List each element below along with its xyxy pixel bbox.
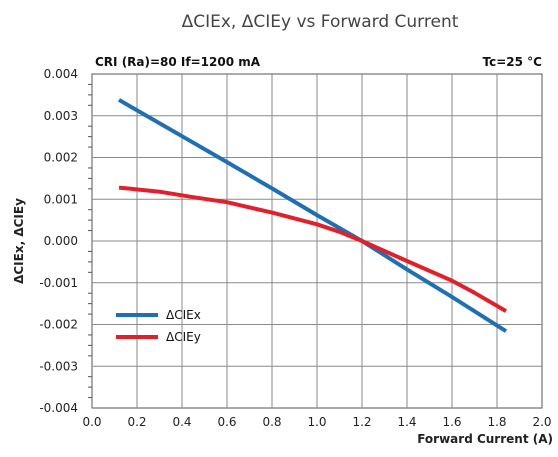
legend-label: ΔCIEx	[166, 308, 201, 322]
y-axis-label: ΔCIEx, ΔCIEy	[12, 198, 26, 284]
legend: ΔCIEx ΔCIEy	[116, 308, 201, 344]
y-tick-label: -0.003	[39, 359, 78, 373]
minor-ticks	[88, 83, 92, 399]
x-tick-label: 1.8	[487, 415, 506, 429]
x-tick-label: 1.0	[307, 415, 326, 429]
x-tick-label: 0.8	[262, 415, 281, 429]
x-tick-label: 1.4	[397, 415, 416, 429]
y-tick-label: -0.002	[39, 318, 78, 332]
y-tick-label: 0.003	[44, 109, 78, 123]
legend-label: ΔCIEy	[166, 330, 201, 344]
y-tick-label: 0.004	[44, 67, 78, 81]
annotation-temperature: Tc=25 °C	[483, 55, 543, 69]
x-tick-label: 0.4	[172, 415, 191, 429]
y-tick-label: 0.000	[44, 234, 78, 248]
x-tick-label: 1.2	[352, 415, 371, 429]
x-axis-label: Forward Current (A)	[417, 432, 553, 446]
x-tick-labels: 0.0 0.2 0.4 0.6 0.8 1.0 1.2 1.4 1.6 1.8 2.0	[82, 415, 551, 429]
x-tick-label: 2.0	[532, 415, 551, 429]
series-line-cie-x	[118, 98, 508, 333]
y-tick-label: -0.004	[39, 401, 78, 415]
x-tick-label: 0.2	[127, 415, 146, 429]
y-tick-label: 0.002	[44, 151, 78, 165]
series-lines	[118, 98, 508, 333]
y-tick-label: 0.001	[44, 192, 78, 206]
gridlines	[92, 74, 542, 408]
annotation-conditions: CRI (Ra)=80 If=1200 mA	[95, 55, 261, 69]
series-line-cie-y	[118, 185, 508, 313]
x-tick-label: 0.0	[82, 415, 101, 429]
chart-title: ΔCIEx, ΔCIEy vs Forward Current	[182, 12, 459, 32]
x-tick-label: 1.6	[442, 415, 461, 429]
y-tick-labels: -0.004 -0.003 -0.002 -0.001 0.000 0.001 0.002 0…	[39, 67, 78, 415]
x-tick-label: 0.6	[217, 415, 236, 429]
y-tick-label: -0.001	[39, 276, 78, 290]
